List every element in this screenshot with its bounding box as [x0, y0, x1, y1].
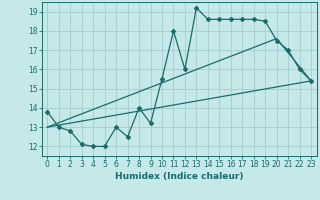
X-axis label: Humidex (Indice chaleur): Humidex (Indice chaleur) [115, 172, 244, 181]
